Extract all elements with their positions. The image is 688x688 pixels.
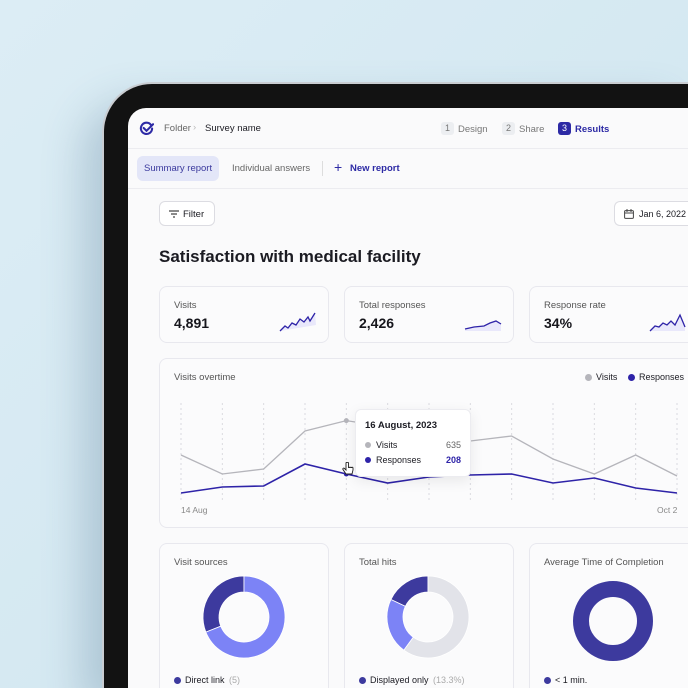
stat-value: 2,426: [359, 315, 395, 331]
sparkline: [649, 313, 686, 332]
chart-title: Total hits: [359, 557, 397, 568]
tab-label: Summary report: [144, 163, 213, 174]
breadcrumb-survey: Survey name: [205, 123, 261, 134]
step-label: Design: [458, 124, 488, 135]
legend-dot: [174, 677, 181, 684]
step-number: 2: [502, 122, 515, 135]
average-time-card: Average Time of Completion < 1 min.: [529, 543, 688, 688]
legend-dot-responses: [628, 374, 635, 381]
step-label: Share: [519, 124, 545, 135]
tooltip-dot-responses: [365, 457, 371, 463]
calendar-icon: [624, 209, 634, 219]
legend-count: (13.3%): [433, 675, 465, 685]
stat-value: 4,891: [174, 315, 210, 331]
chart-title: Visit sources: [174, 557, 228, 568]
legend-dot: [359, 677, 366, 684]
breadcrumb-chevron-icon: ›: [193, 122, 197, 133]
series-line-responses: [180, 463, 678, 494]
x-tick-label: 14 Aug: [181, 505, 208, 515]
stat-card-visits: Visits 4,891: [159, 286, 329, 343]
tab-summary-report[interactable]: Summary report: [137, 156, 219, 181]
step-number: 1: [441, 122, 454, 135]
date-label: Jan 6, 2022: [639, 209, 687, 219]
date-picker-button[interactable]: Jan 6, 2022: [614, 201, 688, 226]
tooltip-date: 16 August, 2023: [365, 420, 437, 431]
stat-card-response-rate: Response rate 34%: [529, 286, 688, 343]
step-number: 3: [558, 122, 571, 135]
divider: [128, 188, 688, 189]
step-label: Results: [575, 124, 610, 135]
stat-label: Visits: [174, 300, 197, 311]
legend-label-visits: Visits: [596, 372, 618, 382]
sparkline: [279, 312, 316, 332]
x-tick-label: Oct 2: [657, 505, 678, 515]
sparkline: [464, 320, 502, 331]
legend-label: Direct link: [185, 675, 225, 685]
chart-title: Average Time of Completion: [544, 557, 664, 568]
breadcrumb-folder[interactable]: Folder: [164, 123, 191, 134]
legend-label-responses: Responses: [639, 372, 685, 382]
stat-card-total-responses: Total responses 2,426: [344, 286, 514, 343]
chart-title: Visits overtime: [174, 372, 236, 383]
chart-tooltip: 16 August, 2023 Visits 635 Responses 208: [355, 409, 471, 477]
stat-label: Total responses: [359, 300, 426, 311]
tooltip-value: 635: [445, 440, 461, 450]
divider: [128, 148, 688, 149]
filter-icon: [169, 210, 179, 218]
page-title: Satisfaction with medical facility: [159, 247, 421, 266]
stat-value: 34%: [544, 315, 573, 331]
tooltip-dot-visits: [365, 442, 371, 448]
new-report-label: New report: [350, 163, 400, 174]
legend-label: < 1 min.: [555, 675, 588, 685]
legend-dot: [544, 677, 551, 684]
legend-label: Displayed only: [370, 675, 429, 685]
tab-individual-answers[interactable]: Individual answers: [232, 163, 311, 174]
tooltip-label: Visits: [376, 440, 398, 450]
filter-button[interactable]: Filter: [159, 201, 215, 226]
hand-cursor-icon: [342, 462, 354, 475]
tooltip-value: 208: [445, 455, 461, 465]
tooltip-label: Responses: [376, 455, 422, 465]
total-hits-card: Total hits Displayed only (13.3%): [344, 543, 514, 688]
plus-icon: +: [334, 159, 343, 175]
filter-label: Filter: [183, 209, 205, 220]
visit-sources-card: Visit sources Direct link (5): [159, 543, 329, 688]
divider: [322, 161, 323, 176]
data-point: [343, 418, 349, 424]
logo-check-icon[interactable]: [139, 121, 154, 136]
legend-dot-visits: [585, 374, 592, 381]
stat-label: Response rate: [544, 300, 606, 311]
legend-count: (5): [229, 675, 240, 685]
